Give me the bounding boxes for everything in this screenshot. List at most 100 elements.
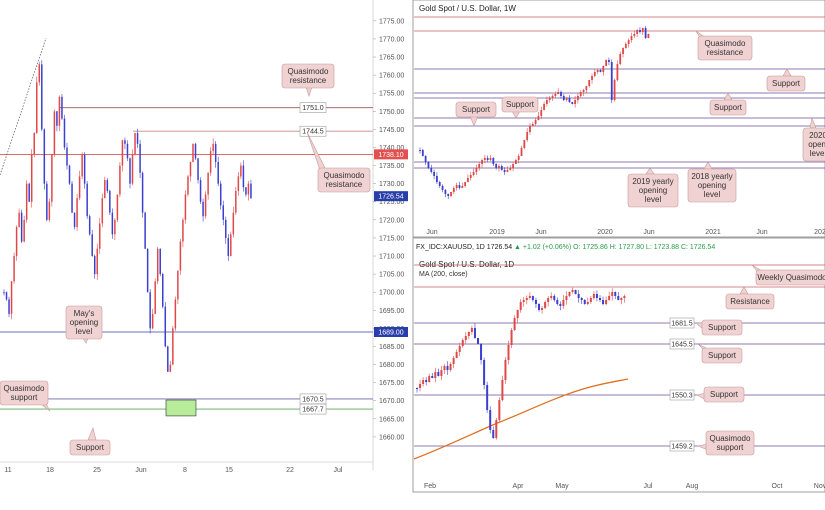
- candle-body: [568, 98, 571, 102]
- level-tag-qm-res-1751: [299, 102, 327, 113]
- candle-body: [3, 292, 5, 294]
- candle-body: [605, 300, 608, 304]
- candle-body: [13, 256, 15, 282]
- left-y-tick-label: 1735.00: [379, 163, 404, 170]
- candle-body: [591, 76, 593, 80]
- candle-body: [447, 194, 450, 196]
- left-y-tick-label: 1740.00: [379, 145, 404, 152]
- candle-body: [489, 410, 492, 430]
- candle-body: [617, 296, 620, 300]
- candle-body: [169, 364, 172, 372]
- candle-body: [449, 364, 452, 370]
- daily-symbol-line: FX_IDC:XAUUSD, 1D 1726.54 ▲ +1.02 (+0.06…: [416, 244, 715, 251]
- callout-d-support-3: Support: [696, 386, 745, 403]
- candle-body: [452, 188, 455, 192]
- left-y-tick-label: 1680.00: [379, 362, 404, 369]
- candle-body: [134, 133, 136, 155]
- candle-body: [144, 212, 146, 249]
- candle-body: [116, 194, 119, 220]
- callout-w-2018-open-line-1: opening: [698, 181, 726, 190]
- candle-body: [38, 64, 41, 83]
- candle-body: [8, 299, 10, 314]
- candle-body: [519, 302, 522, 310]
- callout-w-support-a-box: [455, 101, 497, 118]
- candle-body: [422, 380, 425, 384]
- candle-body: [237, 176, 240, 191]
- candle-body: [184, 194, 187, 220]
- candle-body: [446, 366, 449, 370]
- candle-body: [513, 318, 516, 330]
- callout-d-qm-support-box: [705, 430, 755, 456]
- candle-body: [516, 310, 519, 318]
- candle-body: [419, 384, 422, 388]
- candle-body: [500, 166, 503, 170]
- candle-body: [619, 54, 622, 64]
- candle-body: [562, 300, 565, 306]
- left-y-tick-label: 1660.00: [379, 434, 404, 441]
- candle-body: [477, 338, 479, 344]
- left-x-tick-label: 11: [4, 467, 11, 474]
- candle-body: [472, 172, 475, 175]
- daily-symbol-part-6: C: 1726.54: [679, 244, 715, 251]
- candle-body: [227, 237, 230, 257]
- left-x-tick-label: 15: [225, 467, 233, 474]
- callout-w-support-b: Support: [501, 96, 539, 119]
- candle-body: [194, 143, 197, 159]
- candle-body: [242, 165, 245, 188]
- candle-body: [639, 30, 641, 32]
- candle-body: [433, 172, 435, 176]
- level-tag-label-res-1744: 1744.5: [302, 129, 324, 136]
- callout-qm-resistance-top-line-1: resistance: [290, 76, 327, 85]
- callout-d-support-3-box: [703, 386, 745, 403]
- callout-w-2018-open-line-0: 2018 yearly: [691, 172, 732, 181]
- candle-body: [483, 158, 486, 160]
- daily-level-tag-label-2: 1550.3: [671, 393, 693, 400]
- candle-body: [548, 98, 551, 100]
- left-y-tick-label: 1770.00: [379, 36, 404, 43]
- candle-body: [461, 186, 464, 188]
- candle-body: [514, 160, 517, 164]
- candle-body: [33, 133, 35, 155]
- weekly-panel-frame: [412, 0, 825, 238]
- callout-w-support-b-line-0: Support: [506, 100, 535, 109]
- callout-w-support-b-box: [501, 96, 539, 113]
- candle-body: [461, 340, 464, 346]
- candle-body: [162, 274, 164, 307]
- candle-body: [179, 241, 182, 271]
- callout-w-qm-resistance-line-1: resistance: [707, 48, 744, 57]
- weekly-x-tick-label: 2021: [705, 229, 721, 236]
- candle-body: [172, 328, 174, 365]
- candle-body: [602, 300, 605, 304]
- candle-body: [121, 140, 124, 166]
- candle-body: [616, 64, 619, 80]
- candle-body: [192, 143, 194, 162]
- candle-body: [512, 164, 514, 168]
- candle-body: [541, 308, 544, 310]
- daily-symbol-part-4: H: 1727.80: [608, 244, 644, 251]
- callout-support-box: [69, 439, 111, 456]
- candle-body: [96, 248, 98, 275]
- candle-body: [18, 212, 20, 228]
- left-y-tick-label: 1720.00: [379, 217, 404, 224]
- daily-level-tag-0: [669, 317, 695, 329]
- daily-symbol-part-0: FX_IDC:XAUUSD, 1D: [416, 244, 485, 251]
- candle-body: [595, 294, 598, 298]
- callout-w-support-a-line-0: Support: [462, 105, 491, 114]
- candle-body: [506, 170, 509, 172]
- left-y-tick-label: 1700.00: [379, 290, 404, 297]
- candle-body: [187, 176, 189, 195]
- candle-body: [534, 120, 537, 124]
- candle-body: [588, 80, 591, 86]
- daily-level-tag-2: [669, 389, 695, 401]
- candle-body: [431, 376, 434, 378]
- candle-body: [611, 292, 614, 296]
- left-y-tick-label: 1755.00: [379, 91, 404, 98]
- candle-body: [214, 143, 217, 162]
- candle-body: [437, 372, 440, 376]
- level-tag-label-qm-sup-1670: 1670.5: [302, 396, 324, 403]
- weekly-candles: [419, 26, 650, 200]
